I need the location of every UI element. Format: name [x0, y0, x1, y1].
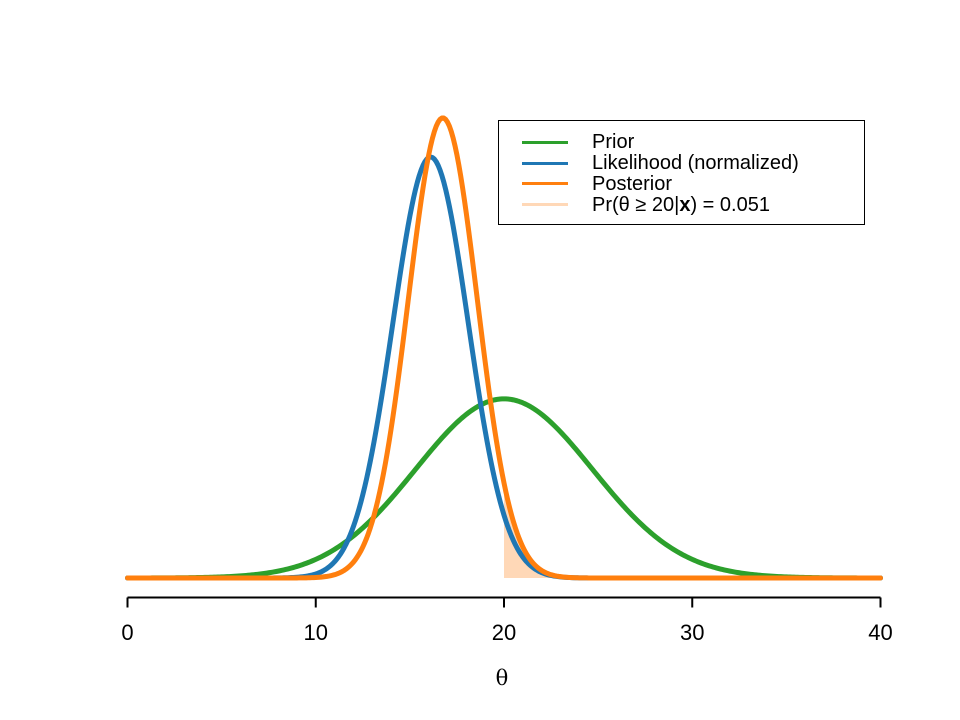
- legend-line-posterior: [522, 182, 568, 186]
- legend-label-posterior: Posterior: [592, 172, 673, 195]
- legend-item-tail-probability: Pr(θ ≥ 20|x) = 0.051: [499, 194, 864, 215]
- x-tick-label-20: 20: [492, 620, 516, 645]
- x-axis-title: θ: [495, 666, 509, 690]
- legend-item-prior: Prior: [499, 132, 864, 153]
- posterior-curve: [125, 115, 883, 581]
- prior-curve: [125, 396, 883, 581]
- x-tick-label-10: 10: [304, 620, 328, 645]
- legend-item-likelihood: Likelihood (normalized): [499, 153, 864, 174]
- legend-item-posterior: Posterior: [499, 174, 864, 195]
- posterior-tail-shaded-area: [504, 482, 881, 578]
- x-tick-label-0: 0: [121, 620, 133, 645]
- x-tick-label-30: 30: [680, 620, 704, 645]
- legend-label-tail-probability: Pr(θ ≥ 20|x) = 0.051: [592, 193, 770, 216]
- legend-label-likelihood: Likelihood (normalized): [592, 152, 799, 175]
- legend-line-likelihood: [522, 161, 568, 165]
- x-tick-label-40: 40: [868, 620, 892, 645]
- legend-box: Prior Likelihood (normalized) Posterior …: [498, 120, 865, 225]
- legend-line-prior: [522, 140, 568, 144]
- legend-label-prior: Prior: [592, 131, 635, 154]
- legend-line-shaded-area: [522, 203, 568, 207]
